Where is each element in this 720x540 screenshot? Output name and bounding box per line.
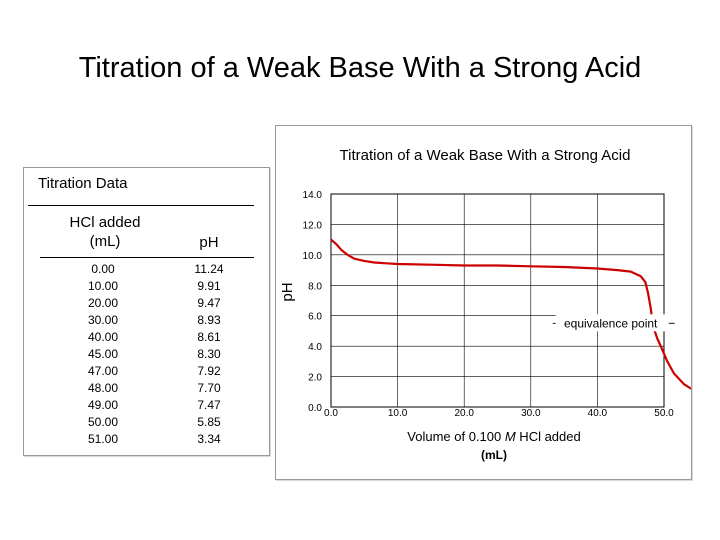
x-tick-label: 50.0 [654, 408, 674, 419]
y-tick-label: 0.0 [308, 403, 322, 414]
table-cell-hcl: 0.00 [91, 262, 115, 276]
table-cell-ph: 7.70 [197, 381, 221, 395]
y-tick-label: 8.0 [308, 281, 322, 292]
titration-data-table: Titration Data HCl added (mL) pH 0.00 10… [23, 167, 270, 456]
titration-curve [330, 238, 691, 390]
table-cell-hcl: 48.00 [87, 381, 119, 395]
header-hcl-added-line1: HCl added [69, 214, 141, 231]
table-cell-ph: 9.91 [197, 279, 221, 293]
table-cell-ph: 11.24 [194, 262, 224, 276]
x-axis-label-suffix: HCl added [516, 429, 581, 444]
chart-title: Titration of a Weak Base With a Strong A… [340, 147, 631, 164]
table-cell-hcl: 49.00 [87, 398, 119, 412]
table-cell-ph: 3.34 [197, 432, 221, 446]
y-tick-label: 2.0 [308, 373, 322, 384]
column-hcl-added: 0.00 10.00 20.00 30.00 40.00 45.00 47.00… [64, 261, 142, 448]
table-cell-ph: 7.47 [197, 398, 221, 412]
y-tick-label: 4.0 [308, 342, 322, 353]
table-cell-ph: 5.85 [197, 415, 221, 429]
grid-layer [330, 193, 665, 408]
table-cell-ph: 8.30 [197, 347, 221, 361]
column-ph: 11.24 9.91 9.47 8.93 8.61 8.30 7.92 7.70… [169, 261, 249, 448]
x-axis-unit-label: (mL) [481, 448, 507, 462]
table-cell-hcl: 10.00 [87, 279, 119, 293]
table-cell-ph: 7.92 [197, 364, 221, 378]
x-axis-label-prefix: Volume of 0.100 [407, 429, 505, 444]
y-tick-label: 14.0 [303, 190, 323, 201]
x-axis-label-italic: M [505, 429, 516, 444]
series-layer [330, 238, 691, 390]
annotation-backdrop [555, 314, 669, 332]
table-cell-hcl: 20.00 [87, 296, 119, 310]
x-tick-label: 20.0 [454, 408, 474, 419]
header-hcl-added-line2: (mL) [89, 233, 121, 250]
table-cell-ph: 8.61 [197, 330, 221, 344]
x-tick-label: 40.0 [588, 408, 608, 419]
x-tick-label: 0.0 [324, 408, 338, 419]
table-cell-hcl: 45.00 [87, 347, 119, 361]
titration-chart-svg: Titration of a Weak Base With a Strong A… [279, 147, 691, 462]
x-axis-label: Volume of 0.100 M HCl added [407, 429, 580, 444]
slide-title: Titration of a Weak Base With a Strong A… [78, 52, 642, 84]
table-cell-ph: 8.93 [197, 313, 221, 327]
table-cell-hcl: 50.00 [87, 415, 119, 429]
table-caption: Titration Data [38, 175, 128, 192]
y-tick-label: 10.0 [303, 251, 323, 262]
tick-label-layer: 0.0 2.0 4.0 6.0 8.0 10.0 12.0 14.0 0.0 10.0 20.0 30… [303, 190, 675, 419]
header-ph: pH [199, 234, 219, 251]
table-header-rule [40, 257, 254, 258]
plot-frame [330, 193, 665, 408]
table-cell-hcl: 47.00 [87, 364, 119, 378]
table-cell-hcl: 30.00 [87, 313, 119, 327]
annotation-layer: equivalence point [552, 314, 675, 332]
table-cell-hcl: 40.00 [87, 330, 119, 344]
header-hcl-added: HCl added (mL) [41, 213, 169, 251]
y-tick-label: 6.0 [308, 312, 322, 323]
y-tick-label: 12.0 [303, 220, 323, 231]
titration-chart: Titration of a Weak Base With a Strong A… [275, 125, 692, 480]
x-tick-label: 10.0 [388, 408, 408, 419]
y-axis-label: pH [279, 282, 296, 301]
equivalence-point-label: equivalence point [564, 316, 658, 330]
table-cell-ph: 9.47 [197, 296, 221, 310]
table-cell-hcl: 51.00 [87, 432, 119, 446]
x-tick-label: 30.0 [521, 408, 541, 419]
table-top-rule [28, 205, 254, 206]
